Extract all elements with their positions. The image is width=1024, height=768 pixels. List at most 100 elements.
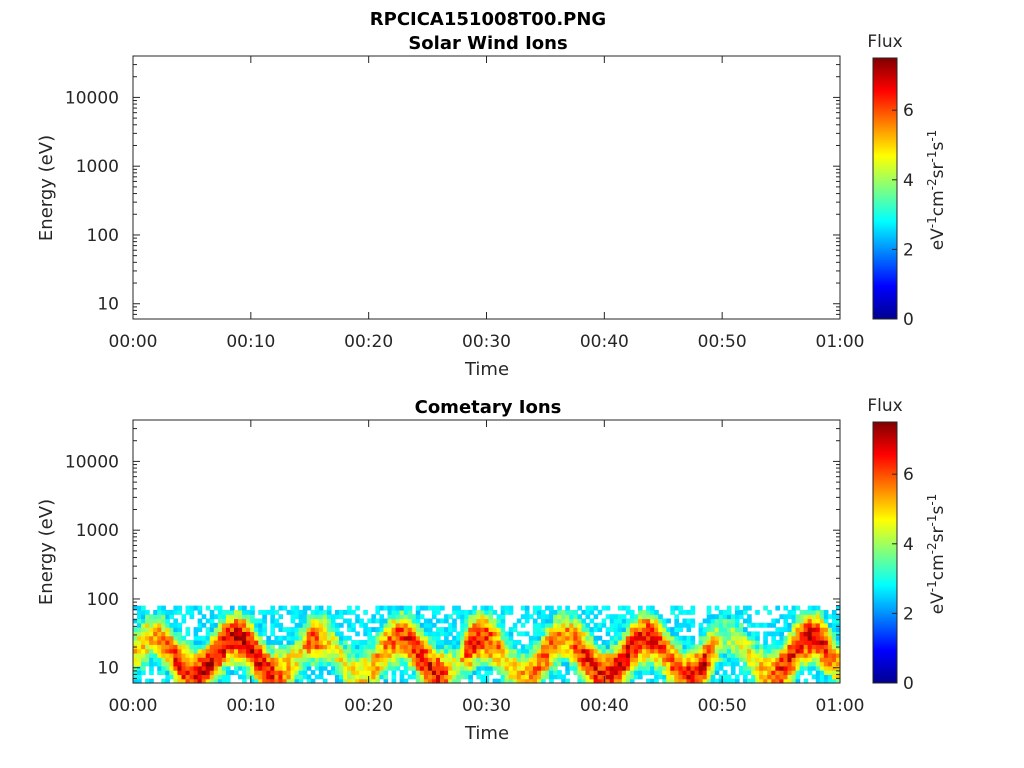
heatmap-cell bbox=[229, 618, 235, 624]
heatmap-cell bbox=[355, 640, 360, 645]
heatmap-cell bbox=[512, 670, 518, 675]
heatmap-cell bbox=[835, 614, 841, 620]
heatmap-cell bbox=[314, 644, 320, 650]
heatmap-cell bbox=[383, 657, 389, 663]
heatmap-cell bbox=[314, 640, 320, 645]
heatmap-cell bbox=[177, 635, 183, 641]
heatmap-cell bbox=[658, 657, 663, 663]
heatmap-cell bbox=[791, 652, 797, 658]
heatmap-cell bbox=[258, 627, 263, 633]
heatmap-cell bbox=[476, 657, 482, 663]
heatmap-cell bbox=[322, 614, 328, 620]
heatmap-cell bbox=[694, 665, 700, 671]
heatmap-cell bbox=[601, 618, 607, 624]
heatmap-cell bbox=[694, 661, 700, 667]
heatmap-cell bbox=[755, 678, 760, 684]
heatmap-cell bbox=[209, 674, 215, 680]
heatmap-cell bbox=[726, 640, 732, 645]
heatmap-cell bbox=[472, 661, 477, 667]
heatmap-cell bbox=[339, 635, 344, 641]
heatmap-cell bbox=[791, 631, 797, 637]
heatmap-cell bbox=[254, 657, 259, 663]
heatmap-cell bbox=[835, 665, 841, 671]
heatmap-cell bbox=[662, 622, 667, 628]
heatmap-cell bbox=[650, 670, 655, 675]
heatmap-cell bbox=[650, 665, 655, 671]
heatmap-cell bbox=[674, 657, 679, 663]
heatmap-cell bbox=[460, 609, 465, 615]
heatmap-cell bbox=[775, 648, 780, 654]
heatmap-cell bbox=[642, 661, 647, 667]
heatmap-cell bbox=[617, 605, 623, 611]
heatmap-cell bbox=[185, 648, 191, 654]
heatmap-cell bbox=[803, 665, 809, 671]
heatmap-cell bbox=[779, 627, 785, 633]
heatmap-cell bbox=[811, 644, 817, 650]
heatmap-cell bbox=[722, 627, 728, 633]
heatmap-cell bbox=[763, 631, 768, 637]
heatmap-cell bbox=[302, 644, 308, 650]
heatmap-cell bbox=[831, 609, 837, 615]
heatmap-cell bbox=[359, 652, 364, 658]
heatmap-cell bbox=[577, 635, 583, 641]
heatmap-cell bbox=[238, 614, 243, 620]
heatmap-cell bbox=[468, 614, 473, 620]
heatmap-cell bbox=[181, 635, 187, 641]
heatmap-cell bbox=[573, 657, 578, 663]
heatmap-cell bbox=[395, 640, 401, 645]
heatmap-cell bbox=[302, 618, 308, 624]
heatmap-cell bbox=[460, 622, 465, 628]
heatmap-cell bbox=[330, 622, 336, 628]
heatmap-cell bbox=[783, 640, 789, 645]
heatmap-cell bbox=[440, 605, 445, 611]
heatmap-cell bbox=[141, 648, 146, 654]
heatmap-cell bbox=[565, 622, 570, 628]
heatmap-cell bbox=[375, 665, 381, 671]
heatmap-cell bbox=[270, 640, 275, 645]
heatmap-cell bbox=[436, 640, 441, 645]
heatmap-cell bbox=[827, 665, 833, 671]
y-tick-label: 100 bbox=[87, 226, 119, 246]
heatmap-cell bbox=[185, 640, 191, 645]
heatmap-cell bbox=[807, 665, 813, 671]
heatmap-cell bbox=[407, 661, 413, 667]
heatmap-cell bbox=[177, 678, 183, 684]
heatmap-cell bbox=[593, 622, 599, 628]
heatmap-cell bbox=[258, 648, 263, 654]
heatmap-cell bbox=[472, 622, 477, 628]
heatmap-cell bbox=[682, 648, 688, 654]
heatmap-cell bbox=[795, 657, 801, 663]
heatmap-cell bbox=[492, 644, 498, 650]
heatmap-cell bbox=[387, 665, 393, 671]
heatmap-cell bbox=[367, 670, 372, 675]
heatmap-cell bbox=[771, 631, 776, 637]
heatmap-cell bbox=[783, 618, 789, 624]
x-tick-label: 00:30 bbox=[462, 332, 511, 352]
heatmap-cell bbox=[444, 648, 449, 654]
heatmap-cell bbox=[799, 618, 805, 624]
heatmap-cell bbox=[403, 609, 409, 615]
heatmap-cell bbox=[149, 635, 154, 641]
heatmap-cell bbox=[407, 631, 413, 637]
heatmap-cell bbox=[553, 670, 558, 675]
heatmap-cell bbox=[351, 661, 356, 667]
heatmap-cell bbox=[650, 648, 655, 654]
heatmap-cell bbox=[318, 640, 324, 645]
heatmap-cell bbox=[743, 640, 748, 645]
heatmap-cell bbox=[351, 648, 356, 654]
heatmap-cell bbox=[149, 652, 154, 658]
heatmap-cell bbox=[330, 661, 336, 667]
heatmap-cell bbox=[242, 605, 247, 611]
heatmap-cell bbox=[791, 670, 797, 675]
heatmap-cell bbox=[500, 631, 506, 637]
heatmap-cell bbox=[528, 670, 534, 675]
heatmap-cell bbox=[565, 635, 570, 641]
heatmap-cell bbox=[698, 635, 704, 641]
heatmap-cell bbox=[225, 661, 231, 667]
heatmap-cell bbox=[294, 665, 300, 671]
heatmap-cell bbox=[173, 644, 179, 650]
heatmap-cell bbox=[161, 605, 166, 611]
heatmap-cell bbox=[480, 618, 486, 624]
heatmap-cell bbox=[767, 661, 772, 667]
heatmap-cell bbox=[347, 661, 352, 667]
